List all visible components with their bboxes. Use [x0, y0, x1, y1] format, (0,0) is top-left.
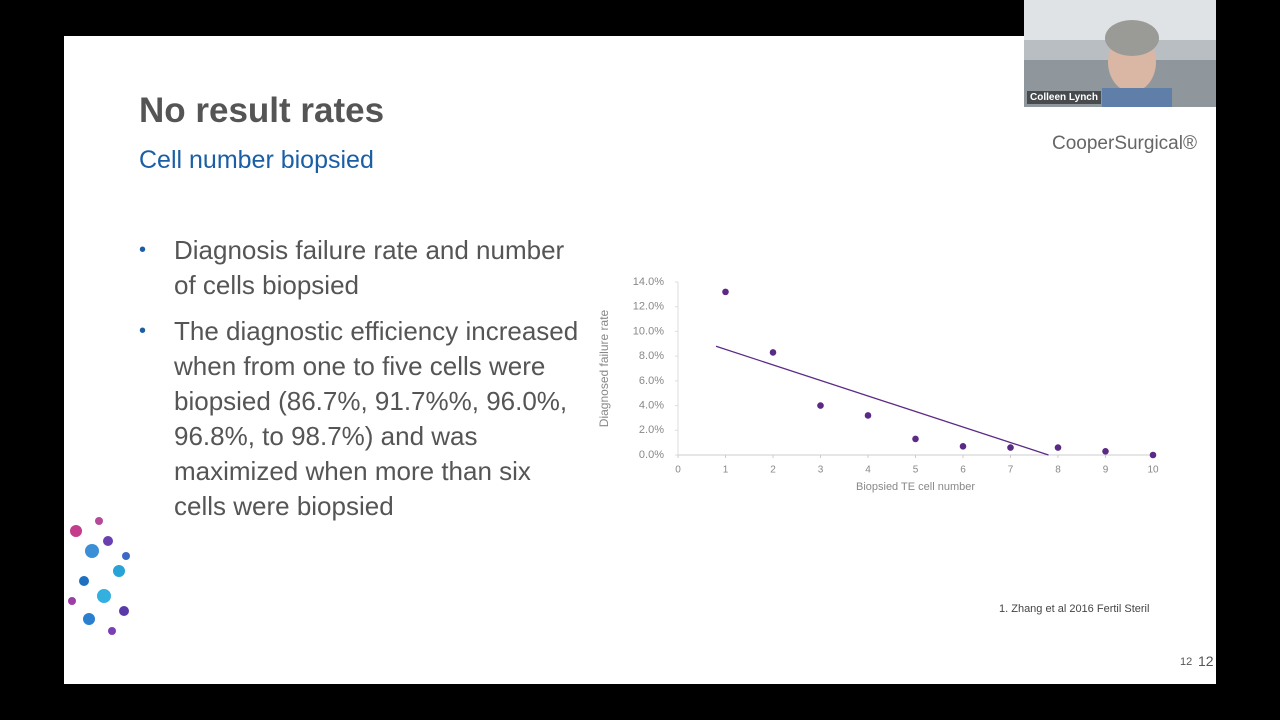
point — [1102, 447, 1109, 455]
point — [864, 412, 872, 419]
x-tick-label: 9 — [1103, 465, 1109, 476]
webcam-image — [1024, 0, 1216, 107]
trendline — [715, 345, 1049, 456]
point — [959, 443, 967, 450]
y-tick-label: 12.0% — [633, 301, 664, 313]
decoration — [68, 517, 130, 635]
slide-subtitle: Cell number biopsied — [139, 146, 374, 174]
y-tick-label: 14.0% — [633, 276, 664, 288]
x-axis-label: Biopsied TE cell number — [856, 481, 975, 493]
y-tick-label: 4.0% — [639, 399, 664, 411]
slide-number: 12 — [1198, 653, 1214, 669]
bullet-text: Diagnosis failure rate and number of cel… — [174, 235, 565, 300]
footnote: 1. Zhang et al 2016 Fertil Steril — [999, 603, 1150, 615]
y-tick-label: 2.0% — [639, 424, 664, 436]
page-number: 12 — [1180, 656, 1193, 668]
point — [722, 288, 729, 296]
x-tick-label: 8 — [1055, 465, 1061, 476]
webcam: Colleen Lynch — [1024, 0, 1216, 107]
point — [1007, 444, 1014, 451]
point — [912, 435, 919, 443]
y-axis-label: Diagnosed failure rate — [597, 309, 611, 427]
bullet: • The diagnostic efficiency increased whe… — [139, 314, 579, 524]
bullet: • Diagnosis failure rate and number of ce… — [139, 233, 579, 303]
x-tick-label: 4 — [865, 465, 871, 476]
slide-title: No result rates — [139, 91, 385, 130]
y-tick-label: 6.0% — [639, 375, 664, 387]
point — [1149, 451, 1157, 459]
x-tick-label: 5 — [913, 465, 919, 476]
slide: No result rates Cell number biopsied • Di… — [64, 36, 1216, 684]
participant-name: Colleen Lynch — [1027, 91, 1101, 104]
point — [1054, 444, 1062, 451]
y-tick-label: 10.0% — [633, 325, 664, 337]
chart: 0.0% 2.0% 4.0% 6.0% 8.0% 10.0% 12.0% 14.0% 0 1 2 3 4… — [597, 276, 1159, 493]
bullet-text: The diagnostic efficiency increased when… — [174, 316, 579, 521]
x-tick-label: 6 — [960, 465, 966, 476]
y-tick-label: 0.0% — [639, 449, 664, 461]
x-tick-label: 1 — [723, 465, 729, 476]
logo: CooperSurgical® — [1052, 133, 1197, 154]
x-tick-label: 7 — [1008, 465, 1014, 476]
x-tick-label: 10 — [1147, 465, 1159, 476]
x-tick-label: 0 — [675, 465, 681, 476]
point — [769, 349, 777, 356]
point — [817, 402, 824, 409]
y-tick-label: 8.0% — [639, 350, 664, 362]
x-tick-label: 3 — [818, 465, 824, 476]
x-tick-label: 2 — [770, 465, 776, 476]
